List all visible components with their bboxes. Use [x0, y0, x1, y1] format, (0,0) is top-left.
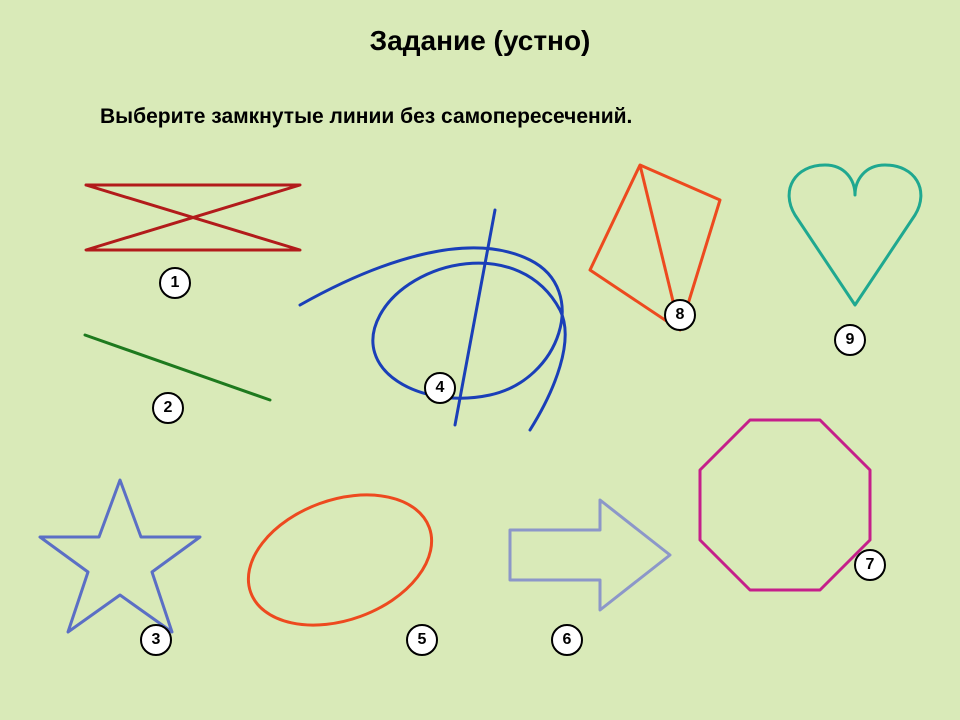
- shape-3: [40, 480, 200, 632]
- badge-3: 3: [140, 624, 172, 656]
- shape-6: [510, 500, 670, 610]
- shapes-canvas: [0, 0, 960, 720]
- badge-6: 6: [551, 624, 583, 656]
- badge-6-label: 6: [563, 631, 572, 649]
- badge-7-label: 7: [866, 556, 875, 574]
- badge-4: 4: [424, 372, 456, 404]
- badge-1-label: 1: [171, 274, 180, 292]
- shape-9: [789, 165, 921, 305]
- shape-8: [590, 165, 720, 330]
- badge-2-label: 2: [164, 399, 173, 417]
- shape-5: [230, 471, 450, 649]
- badge-1: 1: [159, 267, 191, 299]
- shape-7: [700, 420, 870, 590]
- badge-4-label: 4: [436, 379, 445, 397]
- shape-2: [85, 335, 270, 400]
- badge-9: 9: [834, 324, 866, 356]
- badge-8: 8: [664, 299, 696, 331]
- badge-3-label: 3: [152, 631, 161, 649]
- badge-5-label: 5: [418, 631, 427, 649]
- shape-1: [86, 185, 300, 250]
- badge-8-label: 8: [676, 306, 685, 324]
- badge-9-label: 9: [846, 331, 855, 349]
- badge-2: 2: [152, 392, 184, 424]
- badge-5: 5: [406, 624, 438, 656]
- badge-7: 7: [854, 549, 886, 581]
